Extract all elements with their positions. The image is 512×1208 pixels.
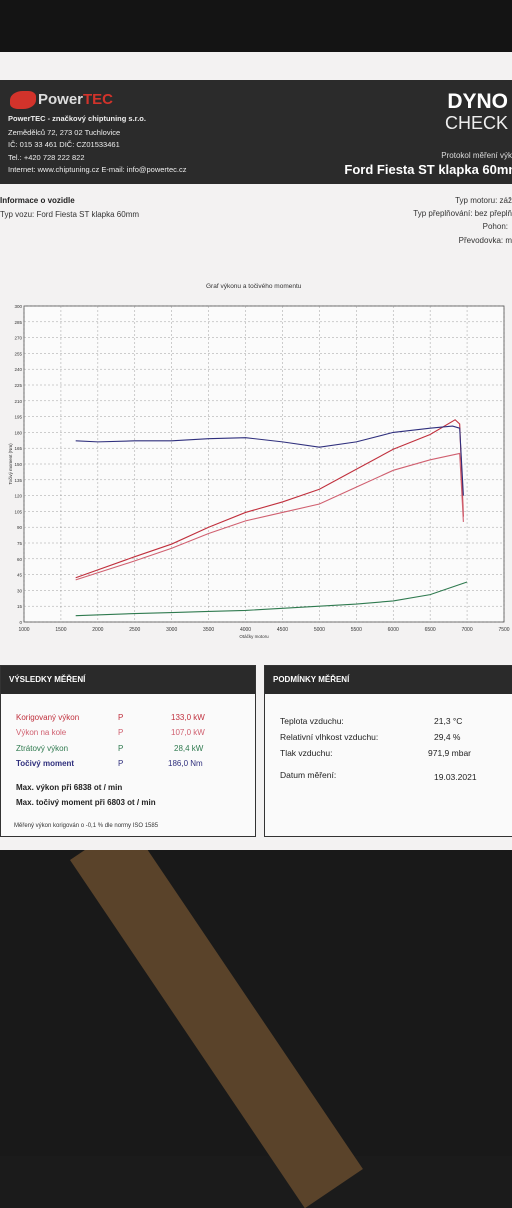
company-web: Internet: www.chiptuning.cz E-mail: info…: [8, 165, 187, 174]
result-value-wheel: 107,0 kW: [171, 728, 205, 737]
y-tick-label: 135: [14, 478, 22, 483]
series-line-2: [75, 425, 464, 496]
x-tick-label: 4000: [240, 627, 251, 633]
condition-value-humidity: 29,4 %: [434, 732, 461, 742]
chart-title: Graf výkonu a točivého momentu: [206, 283, 302, 290]
condition-value-date: 19.03.2021: [434, 772, 477, 782]
company-address: Zemědělců 72, 273 02 Tuchlovice: [8, 128, 121, 137]
x-axis-label: Otáčky motoru: [239, 634, 269, 639]
vehicle-title: Ford Fiesta ST klapka 60mm: [344, 162, 512, 177]
correction-note: Měřený výkon korigován o -0,1 % dle norm…: [14, 823, 159, 829]
x-tick-label: 1500: [55, 627, 66, 633]
y-tick-label: 285: [14, 320, 22, 325]
y-tick-label: 180: [14, 430, 22, 435]
condition-label-pressure: Tlak vzduchu:: [280, 748, 333, 758]
y-tick-label: 300: [14, 304, 22, 309]
y-tick-label: 270: [14, 336, 22, 341]
company-ids: IČ: 015 33 461 DIČ: CZ01533461: [8, 140, 120, 149]
results-title: VÝSLEDKY MĚŘENÍ: [1, 666, 255, 694]
y-tick-label: 15: [17, 604, 23, 609]
condition-value-pressure: 971,9 mbar: [428, 748, 471, 758]
result-value-corrected: 133,0 kW: [171, 713, 205, 722]
conditions-panel: PODMÍNKY MĚŘENÍ: [264, 665, 512, 837]
y-tick-label: 120: [14, 494, 22, 499]
logo-swoosh-icon: [10, 91, 36, 109]
result-value-torque: 186,0 Nm: [168, 759, 203, 768]
result-symbol-wheel: P: [118, 728, 124, 737]
logo-text: PowerTEC: [38, 91, 114, 108]
result-symbol-loss: P: [118, 744, 124, 753]
x-tick-label: 3500: [203, 627, 214, 633]
result-symbol-corrected: P: [118, 713, 124, 722]
y-tick-label: 30: [17, 588, 23, 593]
y-tick-label: 195: [14, 415, 22, 420]
y-tick-label: 90: [17, 525, 23, 530]
x-tick-label: 5500: [351, 627, 362, 633]
y-tick-label: 165: [14, 446, 22, 451]
x-tick-label: 2000: [92, 627, 103, 633]
check-title: CHECK: [444, 113, 508, 133]
y-tick-label: 150: [14, 462, 22, 467]
x-tick-label: 7500: [498, 627, 509, 633]
x-tick-label: 6500: [425, 627, 436, 633]
charging-type: Typ přeplňování: bez přeplň: [413, 209, 512, 218]
vehicle-info-title: Informace o vozidle: [0, 196, 75, 205]
y-tick-label: 45: [17, 573, 23, 578]
y-tick-label: 105: [14, 509, 22, 514]
y-tick-label: 225: [14, 383, 22, 388]
company-name: PowerTEC - značkový chiptuning s.r.o.: [8, 114, 146, 123]
condition-label-humidity: Relativní vlhkost vzduchu:: [280, 732, 379, 742]
condition-value-temp: 21,3 °C: [434, 716, 463, 726]
condition-label-date: Datum měření:: [280, 770, 337, 780]
condition-label-temp: Teplota vzduchu:: [280, 716, 344, 726]
protocol-header: PowerTEC PowerTEC - značkový chiptuning …: [0, 80, 512, 184]
y-tick-label: 60: [17, 557, 23, 562]
result-value-loss: 28,4 kW: [174, 744, 204, 753]
max-power: Max. výkon při 6838 ot / min: [16, 783, 123, 792]
y-tick-label: 240: [14, 367, 22, 372]
y-tick-label: 0: [19, 620, 22, 625]
y-tick-label: 75: [17, 541, 23, 546]
x-tick-label: 2500: [129, 627, 140, 633]
x-tick-label: 5000: [314, 627, 325, 633]
gearbox-type: Převodovka: m: [458, 236, 512, 245]
powertec-logo: PowerTEC: [10, 88, 130, 112]
top-shadow: [0, 0, 512, 55]
x-tick-label: 4500: [277, 627, 288, 633]
result-label-wheel: Výkon na kole: [16, 728, 67, 737]
x-tick-label: 6000: [388, 627, 399, 633]
x-tick-label: 1000: [18, 627, 29, 633]
result-label-torque: Točivý moment: [16, 759, 75, 768]
company-phone: Tel.: +420 728 222 822: [8, 153, 85, 162]
vehicle-type: Typ vozu: Ford Fiesta ST klapka 60mm: [0, 210, 140, 219]
x-tick-label: 3000: [166, 627, 177, 633]
result-label-corrected: Korigovaný výkon: [16, 713, 80, 722]
protocol-label: Protokol měření výk: [441, 151, 512, 160]
y-axis-label: Točivý moment (Nm): [8, 443, 13, 485]
series-line-1: [75, 452, 464, 581]
result-symbol-torque: P: [118, 759, 124, 768]
drive-type: Pohon:: [482, 222, 508, 231]
result-label-loss: Ztrátový výkon: [16, 744, 69, 753]
dyno-chart: 0 15 30 45 60 75 90 105 120 135 150 165 180 195 210 225…: [8, 304, 510, 639]
dyno-title: DYNO: [447, 90, 508, 113]
series-line-0: [75, 419, 464, 579]
y-tick-label: 210: [14, 399, 22, 404]
max-torque: Max. točivý moment při 6803 ot / min: [16, 798, 156, 807]
engine-type: Typ motoru: záž: [455, 196, 512, 205]
conditions-title: PODMÍNKY MĚŘENÍ: [265, 666, 512, 694]
series-line-3: [75, 581, 468, 617]
y-tick-label: 255: [14, 351, 22, 356]
results-panel: VÝSLEDKY MĚŘENÍ: [0, 665, 256, 837]
x-tick-label: 7000: [462, 627, 473, 633]
